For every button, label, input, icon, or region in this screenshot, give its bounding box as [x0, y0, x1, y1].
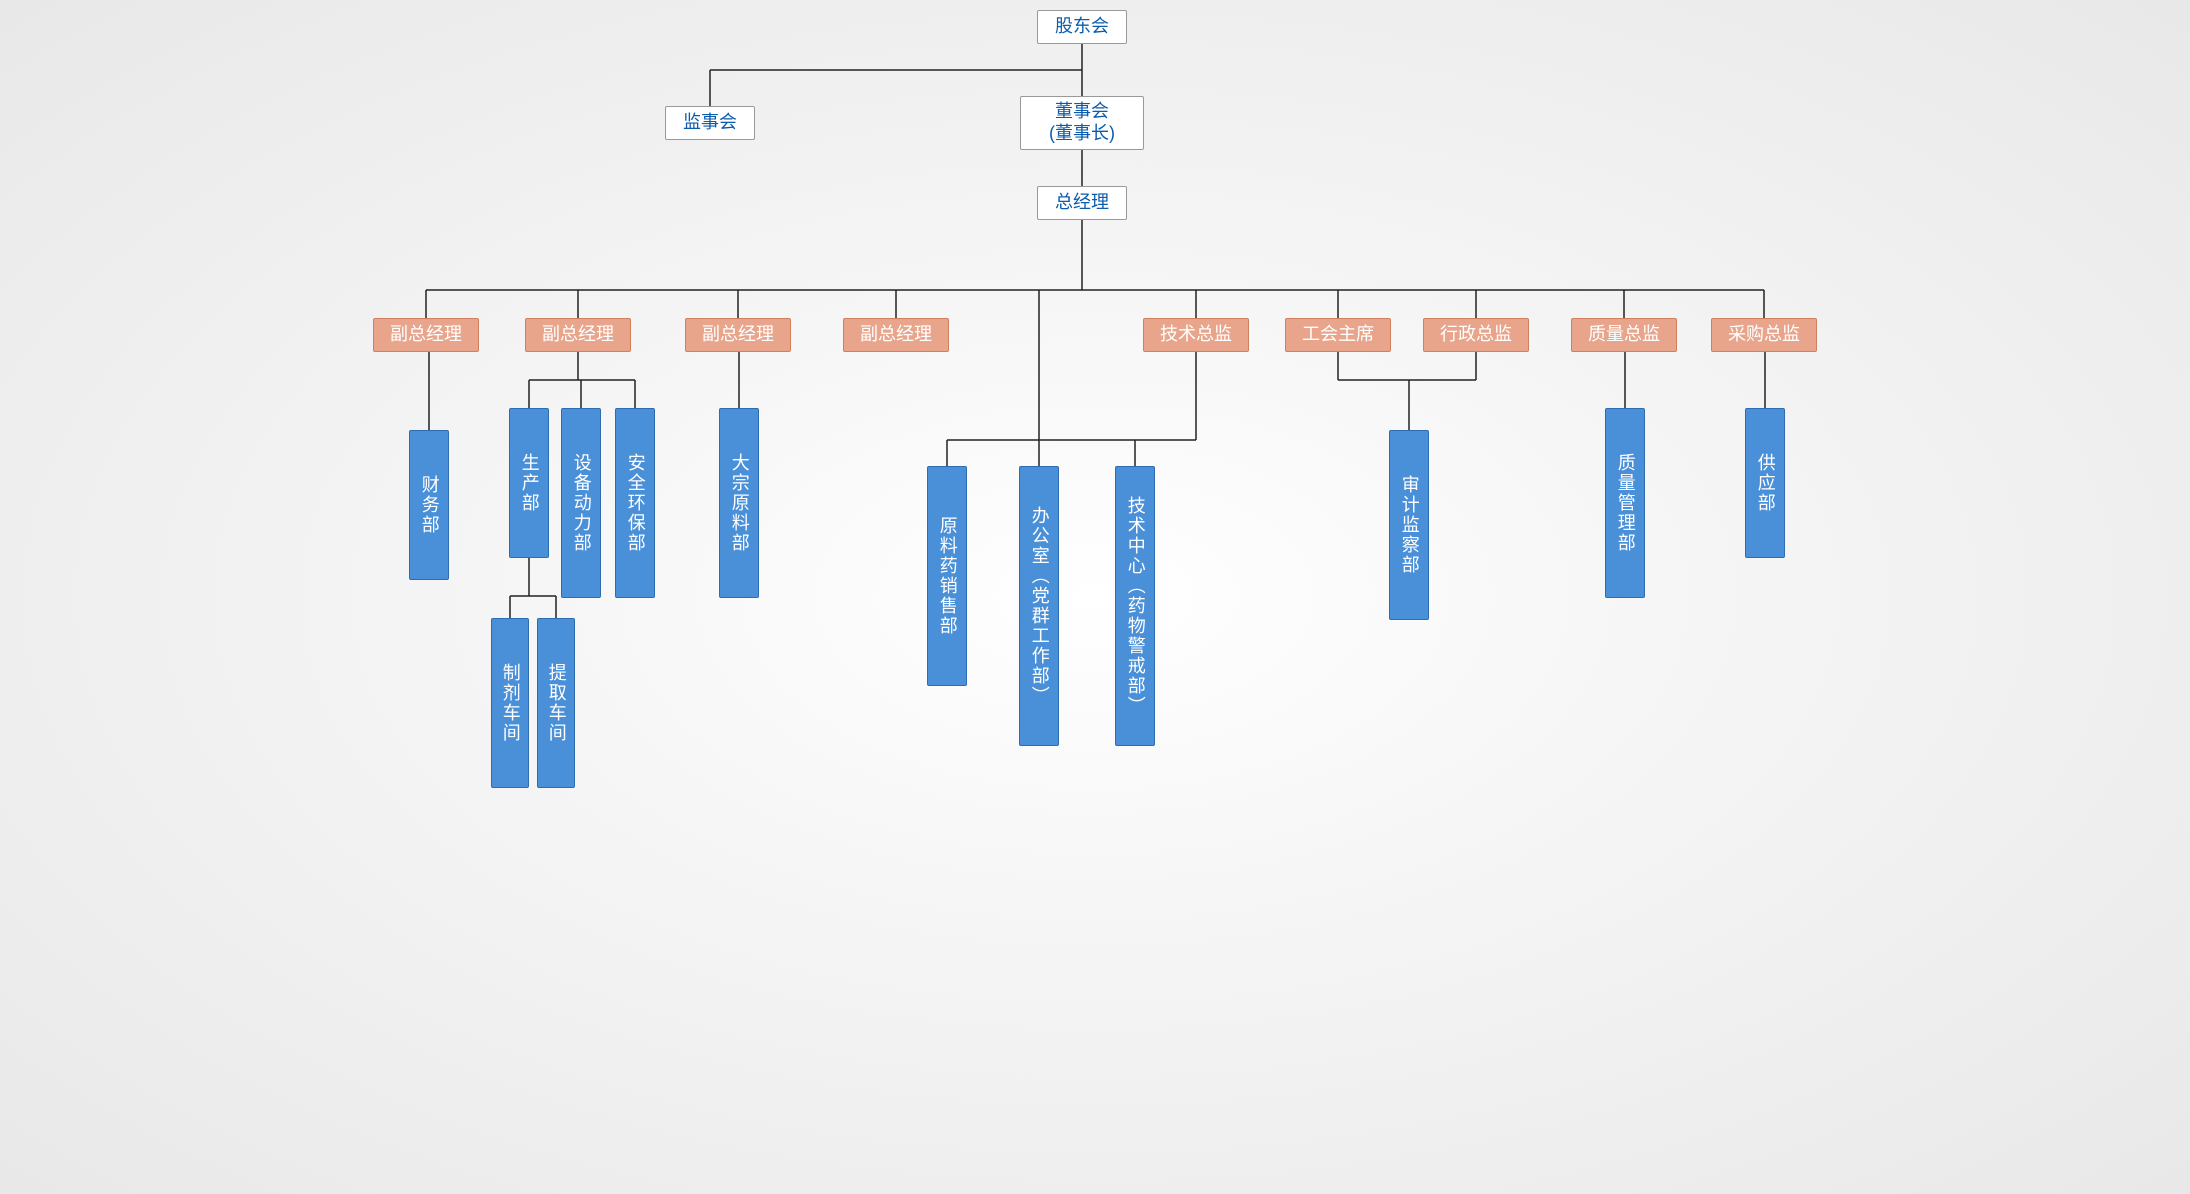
node-admin-dir: 行政总监: [1423, 318, 1529, 352]
node-formulation: 制剂车间: [491, 618, 529, 788]
node-dgm2: 副总经理: [525, 318, 631, 352]
node-dgm1: 副总经理: [373, 318, 479, 352]
node-office: 办公室（党群工作部）: [1019, 466, 1059, 746]
node-dgm4: 副总经理: [843, 318, 949, 352]
node-api-sales: 原料药销售部: [927, 466, 967, 686]
org-chart-canvas: 股东会监事会 董事会(董事长) 总经理副总经理 副总经理 副总经理 副总经理 技术总监 工会主…: [365, 0, 1825, 797]
node-audit: 审计监察部: [1389, 430, 1429, 620]
node-board: 董事会(董事长): [1020, 96, 1144, 150]
node-equipment: 设备动力部: [561, 408, 601, 598]
node-purchase-dir: 采购总监: [1711, 318, 1817, 352]
node-supply: 供应部: [1745, 408, 1785, 558]
node-union: 工会主席: [1285, 318, 1391, 352]
node-supervisory: 监事会: [665, 106, 755, 140]
node-production: 生产部: [509, 408, 549, 558]
node-finance: 财务部: [409, 430, 449, 580]
node-rawmat: 大宗原料部: [719, 408, 759, 598]
node-techcenter: 技术中心（药物警戒部）: [1115, 466, 1155, 746]
node-gm: 总经理: [1037, 186, 1127, 220]
node-qa-dir: 质量总监: [1571, 318, 1677, 352]
node-extraction: 提取车间: [537, 618, 575, 788]
node-tech-dir: 技术总监: [1143, 318, 1249, 352]
node-dgm3: 副总经理: [685, 318, 791, 352]
node-safety: 安全环保部: [615, 408, 655, 598]
node-shareholders: 股东会: [1037, 10, 1127, 44]
node-quality: 质量管理部: [1605, 408, 1645, 598]
